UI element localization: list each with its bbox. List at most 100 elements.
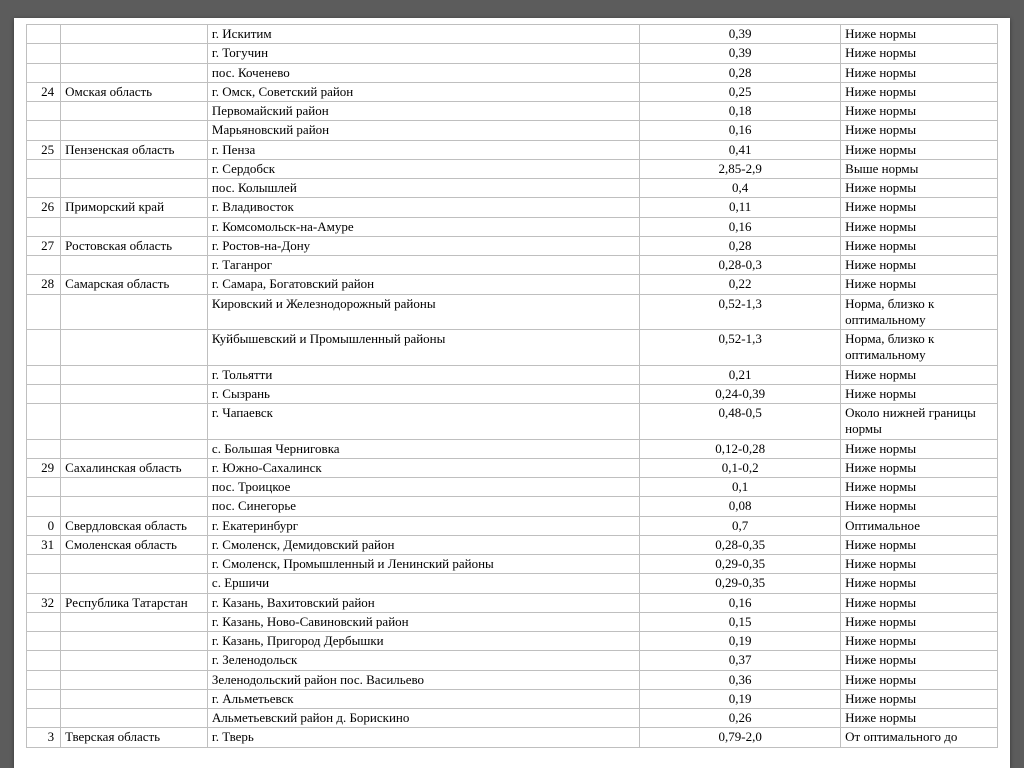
row-number-cell — [27, 294, 61, 330]
status-cell: Ниже нормы — [841, 535, 998, 554]
status-cell: Выше нормы — [841, 159, 998, 178]
place-cell: г. Владивосток — [207, 198, 639, 217]
document-page: г. Искитим0,39Ниже нормыг. Тогучин0,39Ни… — [14, 18, 1010, 768]
value-cell: 0,37 — [640, 651, 841, 670]
region-cell: Ростовская область — [61, 236, 208, 255]
status-cell: Ниже нормы — [841, 44, 998, 63]
table-row: г. Сердобск2,85-2,9Выше нормы — [27, 159, 998, 178]
table-row: г. Зеленодольск0,37Ниже нормы — [27, 651, 998, 670]
value-cell: 0,39 — [640, 44, 841, 63]
region-cell — [61, 44, 208, 63]
region-cell — [61, 294, 208, 330]
table-row: с. Большая Черниговка0,12-0,28Ниже нормы — [27, 439, 998, 458]
table-row: г. Казань, Ново-Савиновский район0,15Ниж… — [27, 612, 998, 631]
table-row: 24Омская областьг. Омск, Советский район… — [27, 82, 998, 101]
region-cell: Смоленская область — [61, 535, 208, 554]
place-cell: г. Тверь — [207, 728, 639, 747]
value-cell: 0,28-0,3 — [640, 256, 841, 275]
place-cell: г. Ростов-на-Дону — [207, 236, 639, 255]
status-cell: Ниже нормы — [841, 612, 998, 631]
row-number-cell — [27, 709, 61, 728]
row-number-cell — [27, 63, 61, 82]
value-cell: 0,36 — [640, 670, 841, 689]
status-cell: Ниже нормы — [841, 555, 998, 574]
region-cell — [61, 102, 208, 121]
value-cell: 0,16 — [640, 593, 841, 612]
place-cell: с. Большая Черниговка — [207, 439, 639, 458]
table-row: пос. Троицкое0,1Ниже нормы — [27, 478, 998, 497]
status-cell: Ниже нормы — [841, 651, 998, 670]
value-cell: 0,16 — [640, 121, 841, 140]
row-number-cell: 32 — [27, 593, 61, 612]
table-row: Марьяновский район0,16Ниже нормы — [27, 121, 998, 140]
region-cell: Республика Татарстан — [61, 593, 208, 612]
region-cell — [61, 632, 208, 651]
region-cell — [61, 478, 208, 497]
table-row: г. Казань, Пригород Дербышки0,19Ниже нор… — [27, 632, 998, 651]
value-cell: 0,24-0,39 — [640, 384, 841, 403]
value-cell: 0,19 — [640, 689, 841, 708]
value-cell: 0,12-0,28 — [640, 439, 841, 458]
value-cell: 0,22 — [640, 275, 841, 294]
row-number-cell: 26 — [27, 198, 61, 217]
row-number-cell — [27, 404, 61, 440]
region-cell — [61, 121, 208, 140]
region-cell — [61, 709, 208, 728]
region-cell — [61, 651, 208, 670]
place-cell: г. Смоленск, Демидовский район — [207, 535, 639, 554]
row-number-cell — [27, 574, 61, 593]
table-row: Куйбышевский и Промышленный районы0,52-1… — [27, 330, 998, 366]
place-cell: с. Ершичи — [207, 574, 639, 593]
region-cell — [61, 404, 208, 440]
row-number-cell — [27, 632, 61, 651]
row-number-cell: 24 — [27, 82, 61, 101]
region-cell: Приморский край — [61, 198, 208, 217]
region-cell — [61, 670, 208, 689]
status-cell: Норма, близко к оптимальному — [841, 294, 998, 330]
row-number-cell — [27, 25, 61, 44]
region-cell — [61, 612, 208, 631]
table-row: г. Искитим0,39Ниже нормы — [27, 25, 998, 44]
place-cell: г. Тольятти — [207, 365, 639, 384]
value-cell: 2,85-2,9 — [640, 159, 841, 178]
table-row: Зеленодольский район пос. Васильево0,36Н… — [27, 670, 998, 689]
place-cell: г. Самара, Богатовский район — [207, 275, 639, 294]
table-row: с. Ершичи0,29-0,35Ниже нормы — [27, 574, 998, 593]
value-cell: 0,08 — [640, 497, 841, 516]
status-cell: Ниже нормы — [841, 102, 998, 121]
row-number-cell: 31 — [27, 535, 61, 554]
status-cell: Ниже нормы — [841, 365, 998, 384]
status-cell: Ниже нормы — [841, 478, 998, 497]
status-cell: Ниже нормы — [841, 121, 998, 140]
place-cell: Первомайский район — [207, 102, 639, 121]
place-cell: Альметьевский район д. Борискино — [207, 709, 639, 728]
status-cell: Ниже нормы — [841, 236, 998, 255]
table-row: 28Самарская областьг. Самара, Богатовски… — [27, 275, 998, 294]
status-cell: Ниже нормы — [841, 384, 998, 403]
place-cell: г. Казань, Ново-Савиновский район — [207, 612, 639, 631]
place-cell: г. Альметьевск — [207, 689, 639, 708]
region-cell — [61, 256, 208, 275]
table-row: пос. Синегорье0,08Ниже нормы — [27, 497, 998, 516]
table-row: 32Республика Татарстанг. Казань, Вахитов… — [27, 593, 998, 612]
status-cell: Ниже нормы — [841, 574, 998, 593]
row-number-cell — [27, 102, 61, 121]
status-cell: Оптимальное — [841, 516, 998, 535]
status-cell: Ниже нормы — [841, 63, 998, 82]
place-cell: пос. Синегорье — [207, 497, 639, 516]
table-row: пос. Коченево0,28Ниже нормы — [27, 63, 998, 82]
table-row: г. Альметьевск0,19Ниже нормы — [27, 689, 998, 708]
region-cell: Пензенская область — [61, 140, 208, 159]
table-row: Первомайский район0,18Ниже нормы — [27, 102, 998, 121]
value-cell: 0,1 — [640, 478, 841, 497]
row-number-cell — [27, 330, 61, 366]
region-cell — [61, 439, 208, 458]
region-cell — [61, 330, 208, 366]
row-number-cell — [27, 555, 61, 574]
value-cell: 0,48-0,5 — [640, 404, 841, 440]
table-row: Кировский и Железнодорожный районы0,52-1… — [27, 294, 998, 330]
row-number-cell — [27, 612, 61, 631]
row-number-cell — [27, 217, 61, 236]
status-cell: Около нижней границы нормы — [841, 404, 998, 440]
place-cell: Марьяновский район — [207, 121, 639, 140]
